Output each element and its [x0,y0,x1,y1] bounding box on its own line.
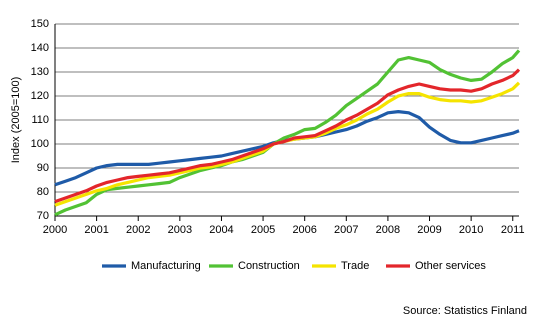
x-tick-label: 2008 [376,224,400,236]
x-tick-label: 2001 [84,224,108,236]
series-line [54,49,521,217]
x-tick-label: 2011 [501,224,525,236]
series-line [54,110,520,187]
series-line [54,68,521,204]
legend-label: Construction [238,260,300,272]
y-axis-label: Index (2005=100) [10,77,22,164]
y-tick-label: 80 [37,186,49,198]
legend-label: Manufacturing [131,260,201,272]
x-tick-label: 2002 [126,224,150,236]
x-tick-label: 2009 [417,224,441,236]
x-tick-label: 2005 [251,224,275,236]
legend-label: Other services [415,260,486,272]
x-tick-label: 2003 [168,224,192,236]
y-tick-label: 150 [31,18,49,30]
y-tick-label: 130 [31,66,49,78]
x-tick-label: 2004 [209,224,233,236]
x-tick-label: 2006 [292,224,316,236]
x-tick-label: 2000 [43,224,67,236]
y-tick-label: 70 [37,210,49,222]
y-tick-label: 100 [31,138,49,150]
source: Source: Statistics Finland [403,305,527,317]
y-tick-label: 90 [37,162,49,174]
y-tick-label: 140 [31,42,49,54]
x-tick-label: 2007 [334,224,358,236]
legend-label: Trade [341,260,369,272]
y-tick-label: 120 [31,90,49,102]
y-tick-label: 110 [31,114,49,126]
x-tick-label: 2010 [459,224,483,236]
